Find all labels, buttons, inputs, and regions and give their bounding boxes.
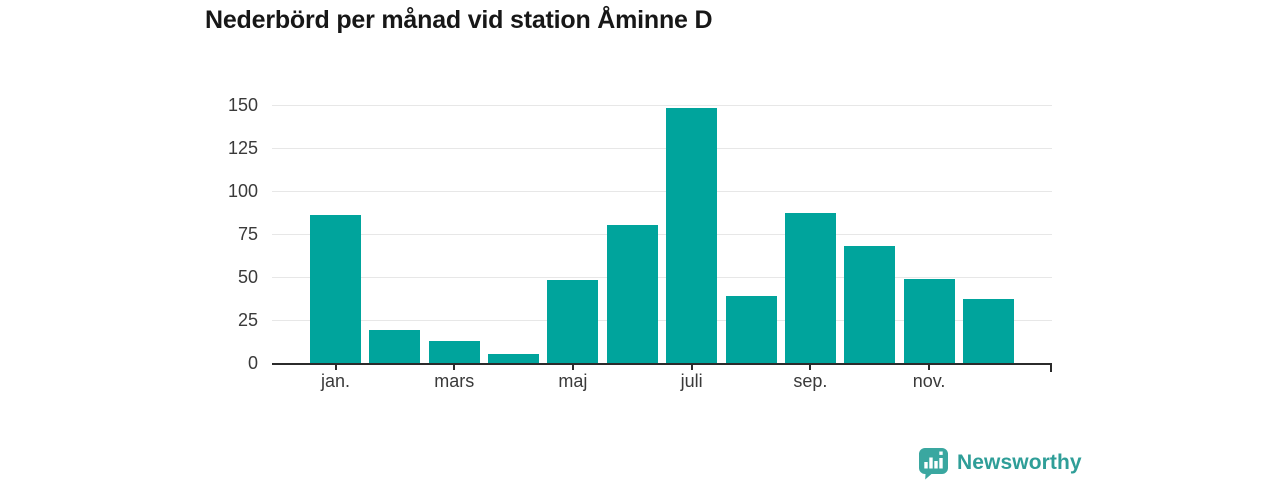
branding: Newsworthy — [918, 446, 1082, 480]
x-tick-mark-maj — [571, 363, 574, 370]
y-tick-label-100: 100 — [227, 181, 258, 201]
bar-jan. — [310, 215, 361, 363]
x-axis-line — [272, 362, 1052, 365]
bar-april — [488, 354, 540, 363]
y-tick-label-75: 75 — [237, 224, 258, 244]
plot-area: 0 25 50 75 100 125 150 jan. mars maj juli sep. nov. — [228, 96, 1052, 391]
x-tick-label-jan.: jan. — [320, 371, 351, 391]
gridline-y-50 — [272, 277, 1052, 278]
bar-feb. — [369, 330, 421, 363]
bar-nov. — [903, 278, 955, 363]
gridline-y-125 — [272, 148, 1052, 149]
y-tick-label-25: 25 — [237, 310, 258, 330]
gridline-y-75 — [272, 234, 1052, 235]
x-tick-mark-sep. — [809, 363, 812, 370]
y-tick-label-0: 0 — [247, 353, 258, 373]
mini-bar-chart-glyph — [924, 451, 943, 468]
gridline-y-150 — [272, 105, 1052, 106]
x-tick-label-nov.: nov. — [912, 371, 946, 391]
bar-sep. — [784, 213, 836, 363]
x-tick-mark-nov. — [928, 363, 931, 370]
gridline-y-25 — [272, 320, 1052, 321]
bar-juli — [666, 108, 718, 363]
x-tick-label-sep.: sep. — [793, 371, 828, 391]
x-tick-mark-jan. — [334, 363, 337, 370]
branding-logo-text: Newsworthy — [957, 451, 1082, 474]
bar-okt. — [844, 246, 896, 363]
bar-mars — [428, 340, 480, 363]
x-tick-mark-juli — [690, 363, 693, 370]
x-tick-label-juli: juli — [680, 371, 703, 391]
newsworthy-logo-icon — [919, 447, 948, 479]
speech-bubble-shape — [919, 447, 948, 479]
bar-aug. — [725, 295, 777, 363]
x-tick-label-mars: mars — [434, 371, 475, 391]
x-tick-mark-mars — [453, 363, 456, 370]
bar-maj — [547, 280, 599, 363]
chart-title: Nederbörd per månad vid station Åminne D — [205, 6, 713, 34]
bar-dec. — [962, 299, 1014, 363]
y-tick-label-150: 150 — [227, 95, 258, 115]
axis-end-tick — [1050, 363, 1052, 372]
y-tick-label-125: 125 — [227, 138, 258, 158]
x-tick-label-maj: maj — [558, 371, 588, 391]
y-tick-label-50: 50 — [237, 267, 258, 287]
bar-juni — [606, 225, 658, 363]
gridline-y-100 — [272, 191, 1052, 192]
